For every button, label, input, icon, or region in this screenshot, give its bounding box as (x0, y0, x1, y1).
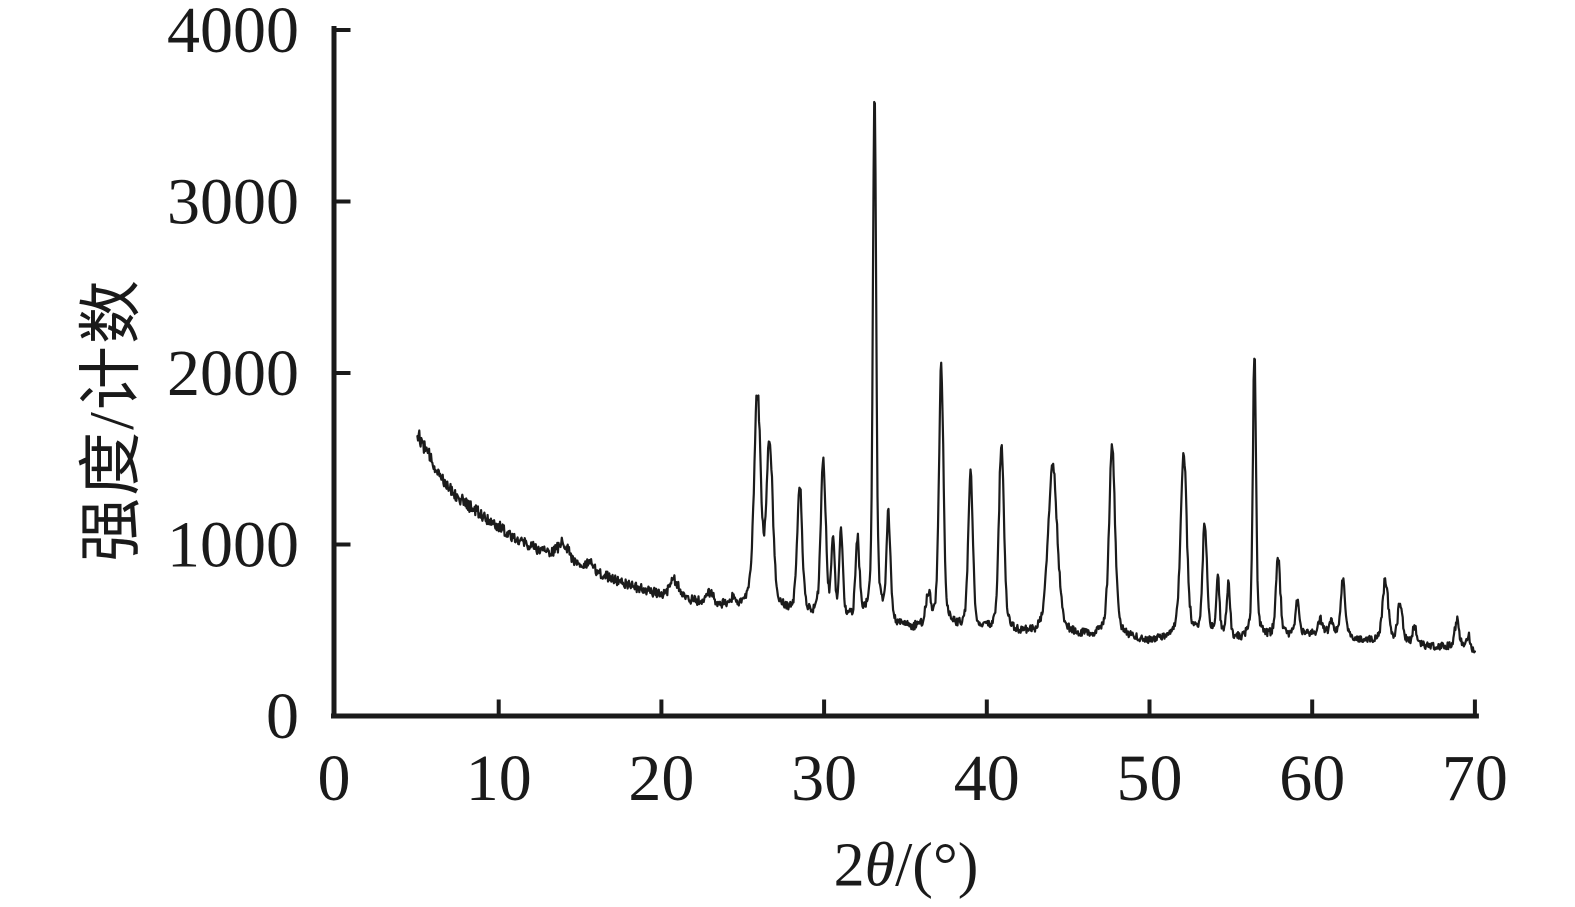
x-tick (984, 699, 989, 714)
x-axis-line (331, 713, 1479, 719)
x-tick (1147, 699, 1152, 714)
x-tick-label: 40 (954, 742, 1020, 815)
x-tick-label: 70 (1442, 742, 1508, 815)
x-axis-title-prefix: 2 (833, 831, 865, 900)
x-tick (496, 699, 501, 714)
y-tick (336, 28, 351, 32)
x-axis-title-suffix: /(°) (895, 831, 979, 900)
y-tick-label: 0 (266, 680, 299, 753)
x-tick-label: 30 (791, 742, 857, 815)
y-axis-line (331, 26, 337, 719)
x-axis-title: 2θ/(°) (834, 831, 979, 902)
x-tick-label: 20 (628, 742, 694, 815)
y-tick-label: 1000 (167, 509, 299, 582)
y-tick-label: 2000 (167, 337, 299, 410)
y-tick (336, 371, 351, 375)
y-axis-title: 强度/计数 (76, 278, 147, 562)
x-tick (1310, 699, 1315, 714)
x-tick (1472, 699, 1477, 714)
x-tick-label: 60 (1279, 742, 1345, 815)
y-tick (336, 199, 351, 204)
x-tick-label: 10 (466, 742, 532, 815)
x-tick-label: 50 (1117, 742, 1183, 815)
y-tick-label: 4000 (167, 0, 299, 67)
xrd-trace (416, 100, 1476, 654)
x-tick-label: 0 (318, 742, 351, 815)
x-axis-title-theta-symbol: θ (864, 831, 896, 900)
x-tick (822, 699, 827, 714)
y-tick-label: 3000 (167, 166, 299, 239)
y-tick (336, 542, 351, 547)
x-tick (659, 699, 664, 714)
